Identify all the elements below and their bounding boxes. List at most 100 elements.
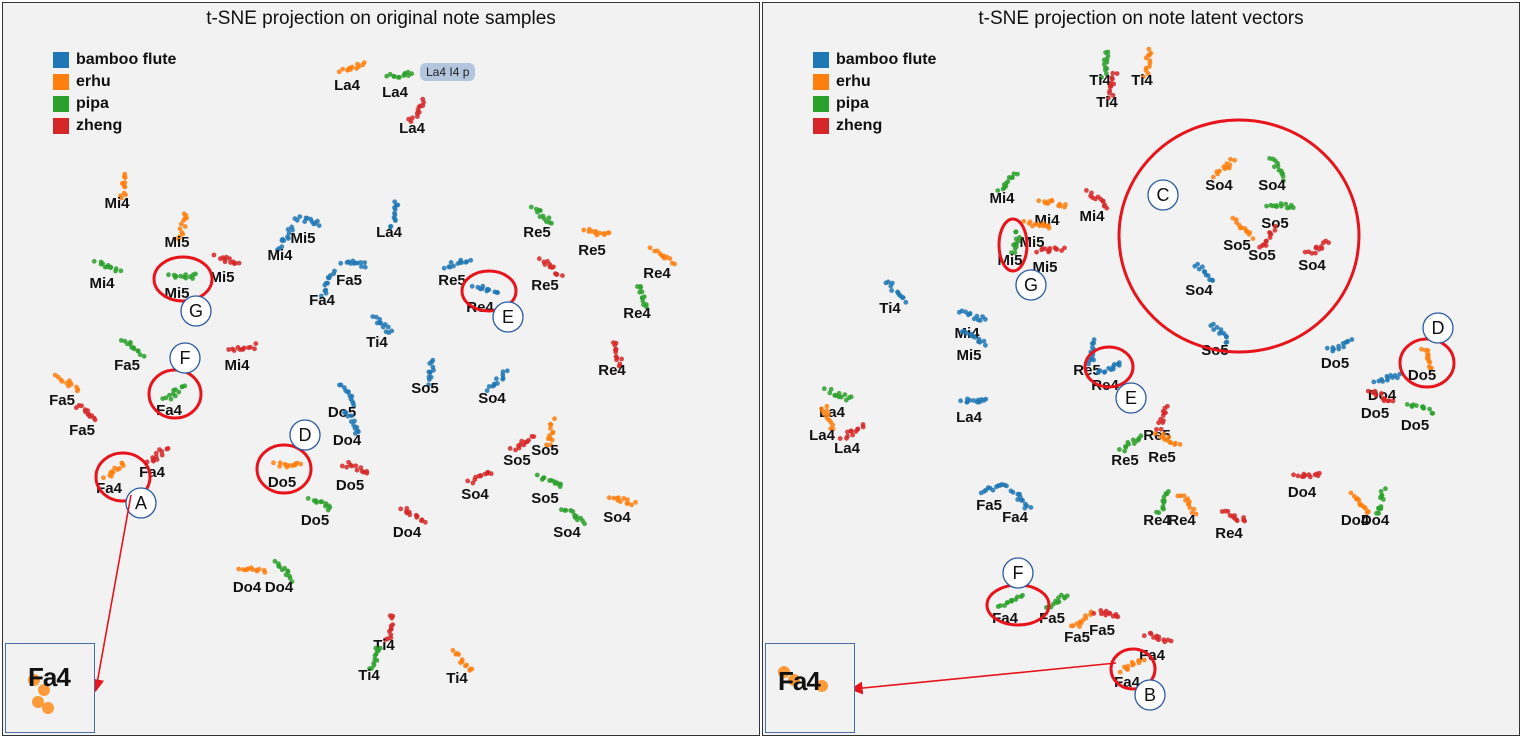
legend-item-erhu[interactable]: erhu [53,71,176,93]
point-cluster[interactable] [1267,156,1286,184]
point-cluster[interactable] [647,245,677,267]
point-cluster[interactable] [1099,49,1111,80]
point-cluster[interactable] [271,460,303,470]
point-cluster[interactable] [469,283,500,295]
point-cluster[interactable] [1021,218,1052,231]
point-cluster[interactable] [1175,493,1199,517]
point-cluster[interactable] [342,410,361,436]
point-cluster[interactable] [292,214,322,229]
point-cluster[interactable] [1034,245,1067,255]
point-cluster[interactable] [226,341,259,353]
point-cluster[interactable] [1208,321,1230,345]
point-cluster[interactable] [319,268,337,299]
point-cluster[interactable] [1091,608,1121,620]
legend-item-zheng[interactable]: zheng [53,115,176,137]
point-cluster[interactable] [559,507,587,527]
point-cluster[interactable] [336,60,367,75]
point-cluster[interactable] [118,338,147,359]
point-cluster[interactable] [1192,261,1216,283]
point-cluster[interactable] [339,459,370,476]
legend-item-erhu[interactable]: erhu [813,71,936,93]
point-cluster[interactable] [883,279,909,305]
point-cluster[interactable] [507,434,537,453]
point-cluster[interactable] [1117,433,1144,454]
point-cluster[interactable] [1154,403,1170,432]
point-cluster[interactable] [978,482,1009,496]
point-cluster[interactable] [236,565,268,575]
point-cluster[interactable] [91,258,124,274]
point-cluster[interactable] [1374,486,1388,516]
point-cluster[interactable] [370,314,395,335]
point-cluster[interactable] [1264,201,1296,211]
point-cluster[interactable] [534,472,563,490]
legend-item-bamboo-flute[interactable]: bamboo flute [813,49,936,71]
point-cluster[interactable] [956,308,988,323]
point-cluster[interactable] [1291,470,1322,480]
point-cluster[interactable] [118,171,128,201]
point-cluster[interactable] [1008,488,1034,511]
point-cluster[interactable] [338,258,368,270]
point-cluster[interactable] [606,495,638,508]
point-cluster[interactable] [1230,215,1256,242]
point-cluster[interactable] [1365,388,1396,404]
point-cluster[interactable] [160,383,188,402]
point-cluster[interactable] [1302,238,1331,256]
point-cluster[interactable] [544,416,557,448]
point-cluster[interactable] [176,211,190,242]
legend-item-pipa[interactable]: pipa [813,93,936,115]
point-cluster[interactable] [1154,489,1171,516]
point-cluster[interactable] [837,422,866,441]
point-cluster[interactable] [211,252,242,266]
point-cluster[interactable] [465,469,494,486]
point-cluster[interactable] [958,396,989,405]
legend-item-zheng[interactable]: zheng [813,115,936,137]
point-cluster[interactable] [272,558,295,584]
point-cluster[interactable] [1371,371,1403,385]
point-cluster[interactable] [1152,431,1183,447]
point-cluster[interactable] [1106,70,1120,101]
point-cluster[interactable] [1211,156,1237,180]
point-cluster[interactable] [819,403,836,432]
point-cluster[interactable] [1036,197,1068,210]
point-cluster[interactable] [426,357,436,388]
point-cluster[interactable] [1084,188,1110,211]
point-cluster[interactable] [73,403,98,423]
point-cluster[interactable] [406,96,426,124]
point-cluster[interactable] [305,496,333,513]
point-cluster[interactable] [821,386,854,403]
point-cluster[interactable] [101,460,126,481]
point-cluster[interactable] [1219,508,1247,524]
point-cluster[interactable] [337,382,357,409]
point-cluster[interactable] [398,506,428,525]
point-cluster[interactable] [611,340,624,369]
point-cluster[interactable] [1117,657,1147,675]
point-cluster[interactable] [1095,360,1122,375]
point-cluster[interactable] [528,204,554,226]
point-cluster[interactable] [1419,346,1434,372]
point-cluster[interactable] [1257,223,1278,250]
point-cluster[interactable] [1141,630,1174,645]
point-cluster[interactable] [441,257,474,271]
point-cluster[interactable] [275,224,295,253]
legend-item-pipa[interactable]: pipa [53,93,176,115]
legend-item-bamboo-flute[interactable]: bamboo flute [53,49,176,71]
point-cluster[interactable] [959,328,988,348]
point-cluster[interactable] [367,645,383,672]
point-cluster[interactable] [1141,46,1154,79]
point-cluster[interactable] [1404,402,1436,416]
point-cluster[interactable] [484,368,510,393]
point-cluster[interactable] [581,226,612,238]
point-cluster[interactable] [1348,490,1371,516]
point-cluster[interactable] [995,171,1020,194]
point-cluster[interactable] [995,592,1025,609]
point-cluster[interactable] [144,446,171,465]
point-cluster[interactable] [1009,229,1022,256]
point-cluster[interactable] [383,613,396,642]
point-cluster[interactable] [635,284,649,310]
point-cluster[interactable] [52,372,81,394]
point-cluster[interactable] [450,647,475,673]
point-cluster[interactable] [1324,337,1355,354]
point-cluster[interactable] [388,199,401,230]
